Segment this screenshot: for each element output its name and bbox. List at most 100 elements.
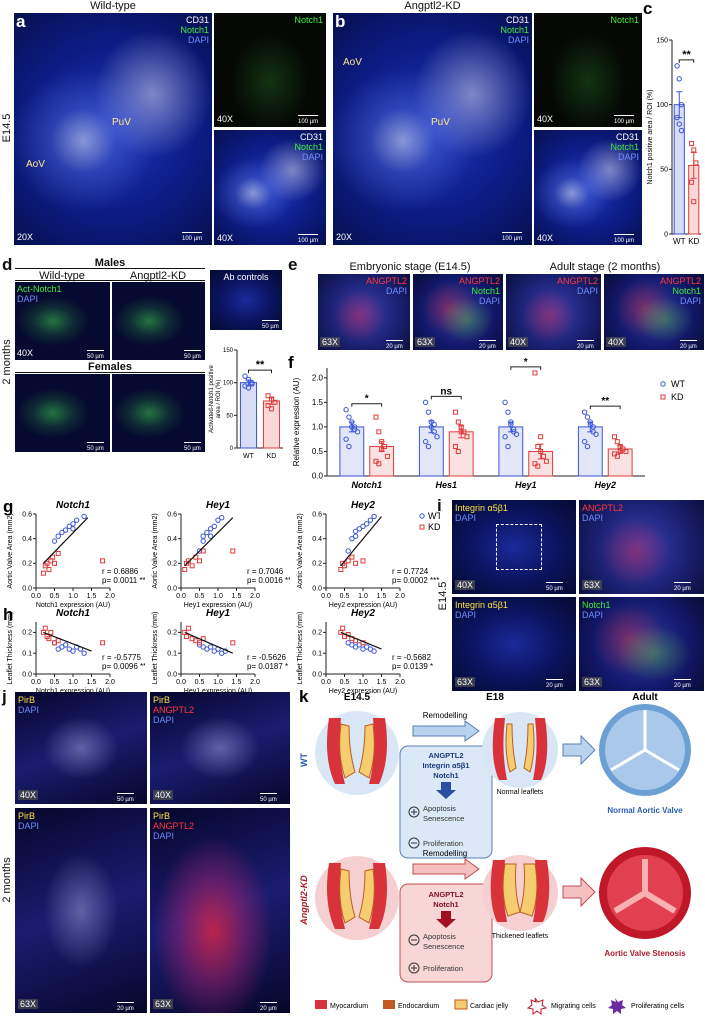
data-point — [345, 558, 351, 564]
x-tick-label: Notch1 — [351, 480, 382, 490]
y-tick-label: 0.2 — [312, 630, 322, 637]
chart: c 0 50 100 150 Notch1 positive area / ROI (%)… — [643, 0, 701, 246]
significance: ** — [256, 359, 265, 371]
micrograph — [579, 597, 704, 691]
y-tick-label: 0.5 — [312, 447, 324, 456]
axis — [325, 622, 400, 675]
y-tick-label: 0.4 — [167, 536, 177, 543]
y-tick-label: 0.0 — [312, 671, 322, 678]
x-tick-label: 0.5 — [195, 679, 205, 686]
group-header: Wild-type — [39, 270, 85, 282]
chart: Hey1 0.0 0.1 0.2 Leaflet Thickness (mm) 0.0 0.… — [152, 608, 288, 695]
data-point — [48, 629, 54, 635]
legend-marker — [419, 524, 425, 530]
data-point — [81, 513, 87, 520]
scale-bar: 100 µm — [614, 234, 635, 246]
stain-label: DAPI — [301, 152, 323, 162]
chart-title: Notch1 — [56, 608, 90, 619]
data-point — [373, 414, 379, 420]
minus — [408, 934, 420, 946]
legend-marker — [660, 381, 666, 387]
stain-label: DAPI — [18, 705, 40, 715]
scale-bar: 20 µm — [674, 679, 691, 691]
data-point — [230, 640, 236, 646]
panel-letter: e — [288, 255, 298, 274]
caption: Thickened leaflets — [492, 933, 549, 940]
data-point — [265, 393, 271, 399]
data-point — [40, 570, 46, 576]
region-label: PuV — [112, 117, 131, 128]
data-point — [197, 640, 202, 646]
data-point — [384, 453, 390, 459]
significance-bracket — [351, 403, 383, 407]
statistic: r = 0.6886 — [102, 567, 139, 576]
scale-bar: 20 µm — [577, 340, 594, 352]
arrow — [436, 782, 456, 799]
magnification: 63X — [18, 999, 39, 1009]
magnification: 40X — [153, 790, 174, 800]
scale-bar: 50 µm — [184, 350, 201, 362]
data-point — [422, 438, 429, 445]
group-header: Embryonic stage (E14.5) — [349, 261, 471, 273]
data-point — [207, 526, 214, 532]
magnification: 63X — [320, 337, 341, 347]
process: Remodelling — [423, 711, 467, 720]
data-point — [593, 431, 599, 437]
data-point — [70, 648, 76, 654]
data-point — [505, 409, 511, 415]
x-tick-label: Hey2 — [594, 480, 616, 490]
data-point — [200, 533, 206, 539]
x-tick-label: Hes1 — [435, 480, 457, 490]
stain-label: DAPI — [17, 294, 39, 304]
data-point — [245, 385, 252, 391]
y-tick-label: 2.0 — [312, 373, 324, 382]
error-bar — [690, 152, 697, 179]
divider — [15, 372, 205, 373]
x-axis-label: Hey1 expression (AU) — [184, 602, 252, 609]
arrow — [412, 720, 480, 742]
magnification: 63X — [582, 580, 603, 590]
stain-label: DAPI — [153, 715, 175, 725]
arrow — [412, 858, 480, 880]
x-tick-label: 1.5 — [377, 679, 387, 686]
stage: E14.5 — [344, 692, 371, 703]
stain-label: ANGPTL2 — [153, 821, 195, 831]
fit-line — [42, 517, 89, 564]
data-point — [693, 160, 699, 166]
stain-label: DAPI — [582, 610, 604, 620]
data-point — [691, 199, 697, 205]
stain-label: Notch1 — [610, 142, 639, 152]
data-point — [52, 560, 57, 566]
data-point — [689, 140, 695, 146]
plus — [408, 806, 420, 818]
data-point — [508, 419, 514, 425]
statistic: r = -0.5682 — [392, 653, 431, 662]
stain-label: Integrin α5β1 — [455, 503, 508, 513]
effect: Senescence — [423, 942, 464, 951]
data-point — [100, 558, 106, 564]
x-tick-label: 0.0 — [31, 679, 41, 686]
micrograph — [15, 282, 110, 360]
data-point — [452, 409, 458, 415]
data-point — [581, 438, 588, 445]
data-point — [340, 625, 346, 631]
x-tick-label: 2.0 — [105, 679, 115, 686]
data-point — [510, 426, 517, 433]
data-point — [623, 448, 629, 454]
data-point — [207, 644, 214, 650]
stain-label: DAPI — [153, 831, 175, 841]
plus — [408, 962, 420, 974]
stain-label: Notch1 — [471, 286, 500, 296]
data-point — [184, 634, 190, 640]
chart: Hey2 0.0 0.1 0.2 Leaflet Thickness (mm) 0.0 0.… — [297, 608, 433, 695]
data-point — [455, 448, 461, 454]
region-label: AoV — [343, 57, 362, 68]
x-tick-label: Hey1 — [515, 480, 537, 490]
x-tick-label: 0.0 — [176, 679, 186, 686]
data-point — [513, 431, 520, 437]
data-point — [343, 436, 349, 442]
x-tick-label: 1.5 — [87, 679, 97, 686]
effect: Senescence — [423, 814, 464, 823]
panel-letter: h — [3, 606, 13, 624]
data-point — [51, 538, 58, 544]
